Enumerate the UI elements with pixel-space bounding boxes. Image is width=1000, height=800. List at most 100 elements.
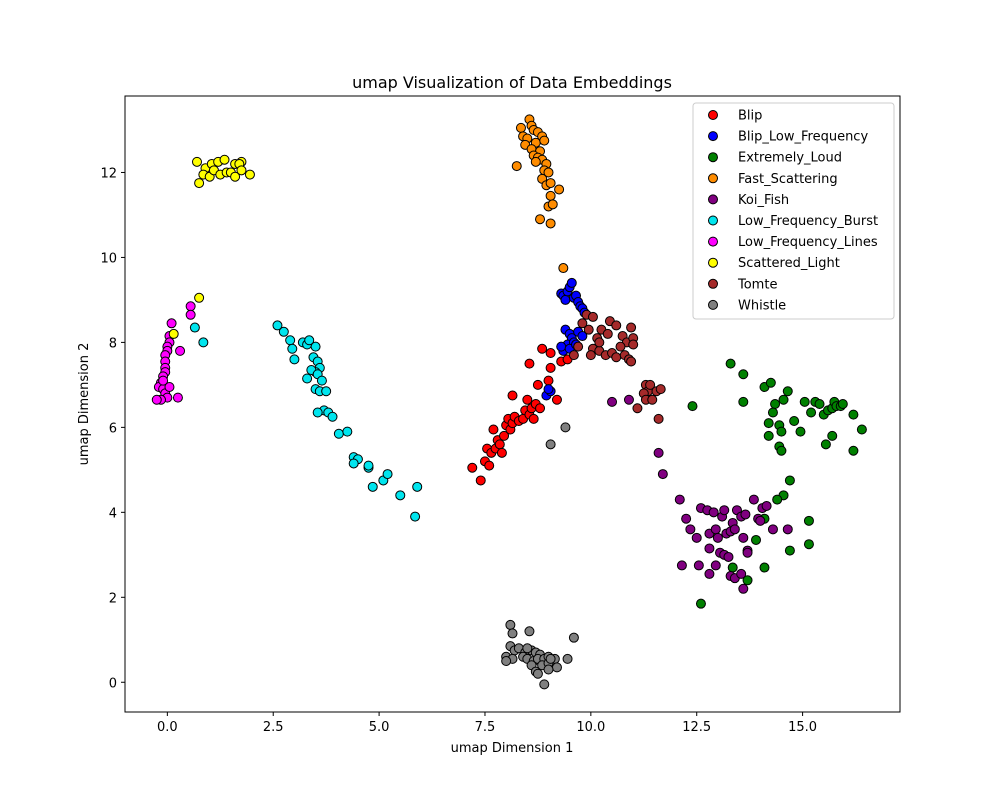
point-koi-fish bbox=[623, 394, 634, 405]
point-extremely-loud bbox=[751, 534, 762, 545]
legend-label: Scattered_Light bbox=[738, 256, 840, 271]
point-extremely-loud bbox=[772, 494, 783, 505]
point-whistle bbox=[507, 628, 518, 639]
point-blip bbox=[545, 348, 556, 359]
point-fast-scattering bbox=[515, 122, 526, 133]
point-tomte bbox=[632, 403, 643, 414]
point-whistle bbox=[560, 422, 571, 433]
point-scattered-light bbox=[194, 178, 205, 189]
point-low-frequency-burst bbox=[342, 426, 353, 437]
legend-marker bbox=[708, 278, 718, 289]
legend-marker bbox=[708, 236, 718, 247]
point-scattered-light bbox=[191, 156, 202, 167]
point-koi-fish bbox=[723, 551, 734, 562]
point-blip bbox=[484, 460, 495, 471]
point-koi-fish bbox=[761, 500, 772, 511]
point-koi-fish bbox=[681, 513, 692, 524]
point-koi-fish bbox=[708, 507, 719, 518]
point-blip-low-frequency bbox=[560, 294, 571, 305]
point-low-frequency-burst bbox=[410, 511, 421, 522]
point-extremely-loud bbox=[837, 399, 848, 409]
point-fast-scattering bbox=[545, 190, 556, 201]
point-extremely-loud bbox=[767, 407, 778, 418]
legend-label: Blip_Low_Frequency bbox=[738, 130, 868, 145]
point-tomte bbox=[583, 324, 594, 335]
point-koi-fish bbox=[691, 532, 702, 543]
point-blip-low-frequency bbox=[556, 341, 567, 352]
point-extremely-loud bbox=[759, 562, 770, 573]
point-koi-fish bbox=[710, 560, 721, 571]
point-koi-fish bbox=[607, 396, 618, 407]
point-fast-scattering bbox=[545, 178, 556, 189]
point-low-frequency-burst bbox=[285, 335, 296, 346]
point-whistle bbox=[551, 662, 562, 673]
point-whistle bbox=[505, 619, 516, 630]
point-fast-scattering bbox=[535, 214, 546, 225]
point-fast-scattering bbox=[530, 156, 541, 167]
y-tick-label: 6 bbox=[109, 421, 117, 436]
point-extremely-loud bbox=[827, 430, 838, 441]
point-low-frequency-burst bbox=[310, 341, 321, 352]
point-koi-fish bbox=[740, 509, 751, 520]
point-koi-fish bbox=[704, 568, 715, 579]
point-blip-low-frequency bbox=[543, 384, 554, 395]
point-blip bbox=[522, 394, 533, 405]
x-tick-label: 7.5 bbox=[475, 720, 496, 735]
point-koi-fish bbox=[767, 524, 778, 535]
point-fast-scattering bbox=[558, 263, 569, 274]
point-extremely-loud bbox=[806, 407, 817, 418]
point-koi-fish bbox=[719, 505, 730, 516]
point-scattered-light bbox=[219, 154, 230, 165]
point-scattered-light bbox=[168, 328, 179, 339]
y-tick-label: 12 bbox=[100, 166, 117, 181]
point-low-frequency-burst bbox=[367, 481, 378, 492]
point-low-frequency-burst bbox=[302, 373, 313, 384]
legend-marker bbox=[708, 299, 718, 310]
x-tick-label: 10.0 bbox=[576, 720, 605, 735]
point-koi-fish bbox=[676, 560, 687, 571]
legend-marker bbox=[708, 173, 718, 184]
point-extremely-loud bbox=[687, 401, 698, 412]
point-extremely-loud bbox=[782, 386, 793, 397]
point-scattered-light bbox=[236, 165, 247, 176]
x-tick-label: 15.0 bbox=[788, 720, 817, 735]
point-koi-fish bbox=[693, 560, 704, 571]
point-low-frequency-burst bbox=[287, 343, 298, 354]
y-axis-label: umap Dimension 2 bbox=[77, 343, 92, 466]
point-low-frequency-lines bbox=[172, 392, 183, 403]
point-low-frequency-burst bbox=[289, 354, 300, 365]
point-low-frequency-lines bbox=[166, 318, 177, 329]
point-koi-fish bbox=[742, 547, 753, 558]
point-low-frequency-burst bbox=[316, 375, 327, 386]
point-whistle bbox=[562, 653, 573, 664]
point-extremely-loud bbox=[848, 409, 859, 420]
point-fast-scattering bbox=[511, 161, 522, 172]
point-blip bbox=[499, 430, 510, 441]
point-low-frequency-burst bbox=[312, 407, 323, 418]
point-extremely-loud bbox=[803, 515, 814, 526]
point-tomte bbox=[568, 350, 579, 361]
point-extremely-loud bbox=[770, 399, 781, 409]
legend-label: Low_Frequency_Lines bbox=[738, 235, 878, 250]
point-fast-scattering bbox=[539, 135, 550, 146]
point-extremely-loud bbox=[848, 445, 859, 456]
point-low-frequency-lines bbox=[158, 375, 169, 386]
point-extremely-loud bbox=[776, 445, 787, 456]
point-koi-fish bbox=[782, 524, 793, 535]
legend-label: Whistle bbox=[738, 298, 786, 313]
point-blip bbox=[545, 362, 556, 373]
point-blip bbox=[535, 403, 546, 414]
point-extremely-loud bbox=[725, 358, 736, 369]
point-extremely-loud bbox=[738, 396, 749, 407]
point-koi-fish bbox=[653, 447, 664, 458]
point-low-frequency-lines bbox=[185, 301, 196, 312]
point-extremely-loud bbox=[803, 539, 814, 550]
point-blip bbox=[488, 424, 499, 435]
point-extremely-loud bbox=[784, 475, 795, 486]
point-tomte bbox=[585, 350, 596, 361]
point-extremely-loud bbox=[742, 575, 753, 586]
point-tomte bbox=[611, 352, 622, 363]
point-whistle bbox=[545, 653, 556, 664]
point-extremely-loud bbox=[856, 424, 867, 435]
y-tick-label: 8 bbox=[109, 336, 117, 351]
